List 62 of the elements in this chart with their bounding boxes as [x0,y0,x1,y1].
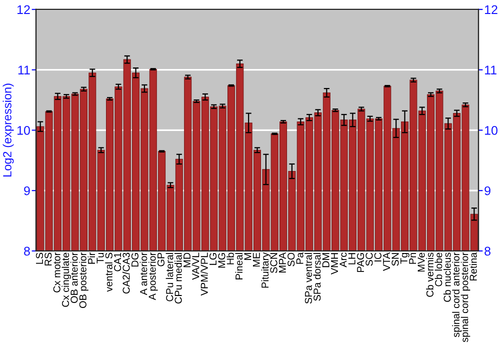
x-tick-label: Pituitary [261,252,271,288]
x-tick-label: A posterior [148,252,158,300]
x-tick-label: Cb nucleus [443,252,451,302]
x-tick-label: MD [184,252,190,268]
x-tick-label: Pa [296,252,304,264]
x-tick-label: Pn [409,252,416,264]
y2-tick-label: 10 [485,126,498,135]
x-tick-label: M [244,253,252,260]
x-tick-label: SCN [270,253,278,273]
x-tick-label: MG [218,253,226,268]
x-tick-label: A anterior [140,252,148,296]
x-tick-label: Pineal [235,253,243,280]
y2-tick-label: 11 [485,66,496,74]
x-tick-label: VPM/VPL [200,252,208,296]
x-tick-label: DM [322,253,330,268]
x-tick-label: OB anterior [70,252,78,303]
x-tick-label: Cx cingulate [62,252,72,307]
x-tick-label: CPu medial [174,253,182,304]
y-tick-label: 8 [24,246,30,256]
x-tick-label: LS [36,252,44,264]
x-tick-label: CPu lateral [166,253,174,302]
x-tick-label: Arc [340,252,347,268]
x-tick-label: CA1 [114,252,122,272]
x-tick-label: IC [374,252,382,262]
x-tick-label: SPa dorsal [313,253,321,301]
x-tick-label: OB posterior [79,252,88,308]
x-tick-label: CA2/CA3 [122,252,130,294]
x-tick-label: ME [252,252,260,267]
x-tick-label: DG [131,253,138,267]
x-tick-label: GP [157,252,164,266]
x-tick-label: Cx motor [53,252,60,292]
y-axis-title: Log2 (expression) [2,84,14,176]
x-tick-label: spinal cord anterior [452,252,462,338]
y-tick-label: 10 [17,126,30,135]
x-tick-label: MVe [418,252,425,272]
x-tick-label: Retina [470,252,477,280]
x-tick-label: Cb lobe [434,252,442,286]
x-tick-label: RS [44,252,52,266]
x-tick-label: LG [209,253,217,265]
y-tick-label: 11 [18,66,30,74]
x-tick-label: Pir [88,252,95,264]
x-tick-label: SN [392,253,399,266]
x-tick-label: SO [288,252,295,266]
x-tick-label: LH [348,253,356,264]
y-tick-label: 9 [24,186,30,196]
y-tick-label: 12 [17,5,30,14]
y2-tick-label: 9 [484,186,490,196]
x-tick-label: Tg [400,252,410,264]
x-tick-label: Hb [226,252,234,264]
x-tick-label: VMH [331,253,338,275]
x-tick-label: MPA [278,252,286,272]
y2-tick-label: 8 [484,246,490,256]
x-tick-label: SPa ventral [304,253,312,304]
x-tick-label: VTA [383,252,390,272]
x-tick-label: spinal cord posterior [460,252,470,342]
x-tick-label: ventral S [105,252,112,292]
y2-tick-label: 12 [485,5,498,14]
x-tick-label: PAG [356,253,364,272]
x-tick-label: Cb vermis [426,252,434,297]
x-tick-label: Tu [96,253,104,264]
x-tick-label: SC [366,252,373,266]
x-tick-label: VA/VL [192,252,200,280]
